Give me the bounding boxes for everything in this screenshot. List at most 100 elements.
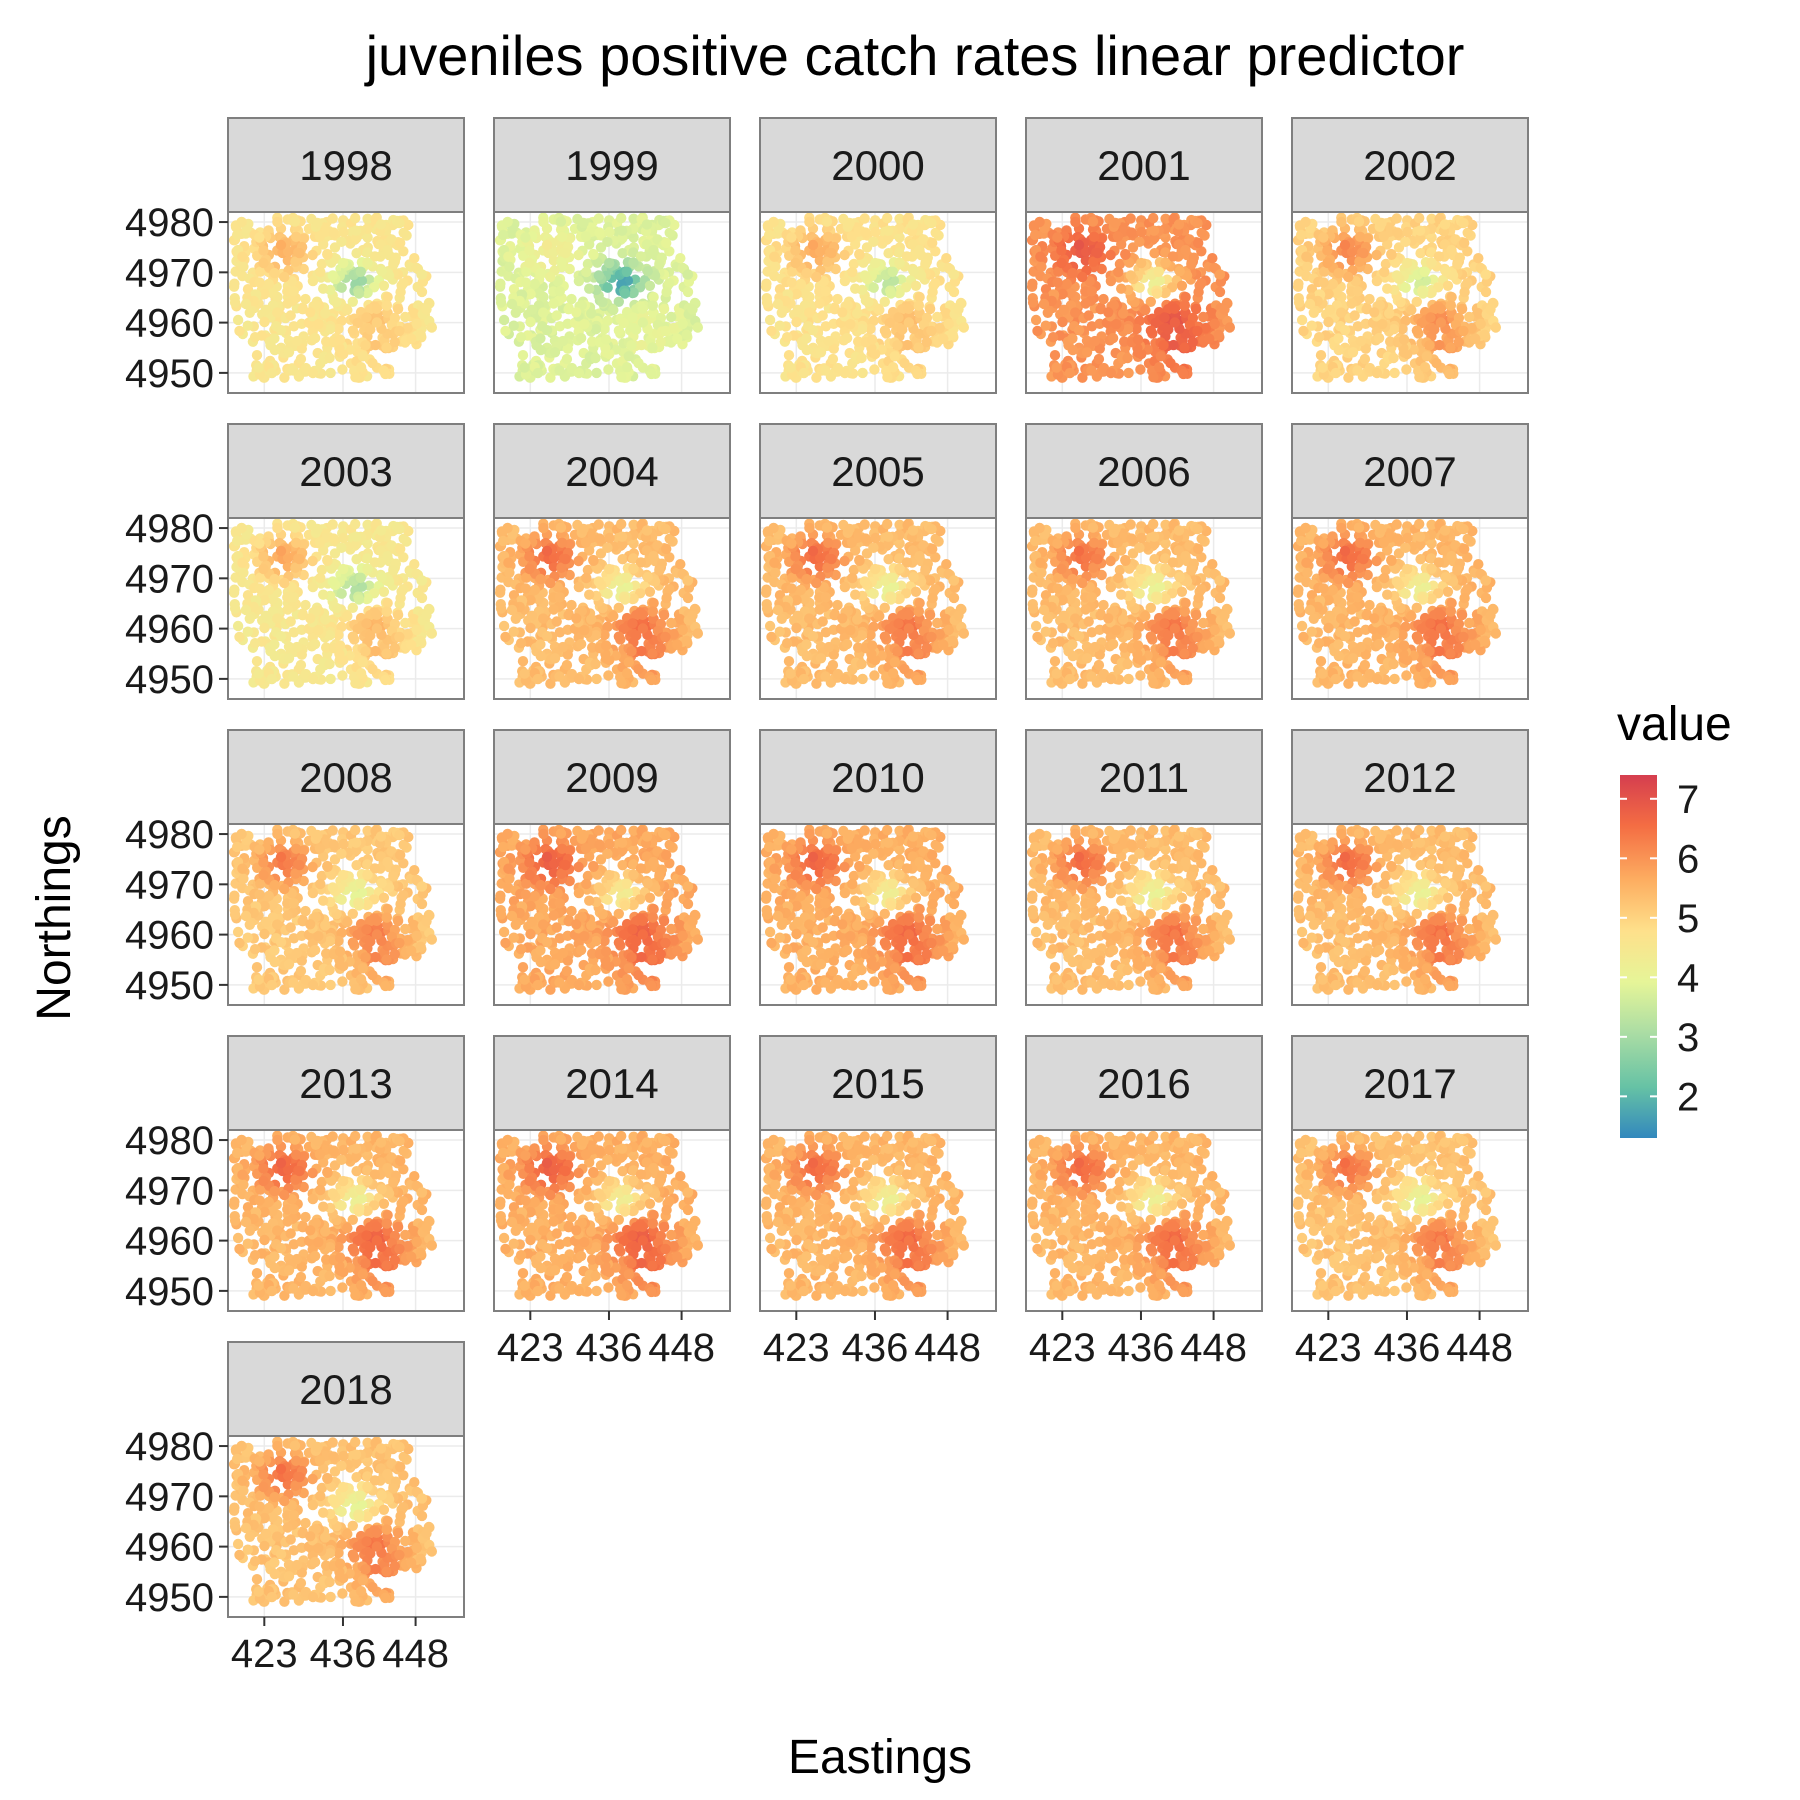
data-point <box>921 336 932 348</box>
data-point <box>1116 283 1127 294</box>
data-point <box>1088 231 1100 242</box>
data-point <box>795 278 806 290</box>
data-point <box>1425 312 1436 323</box>
data-point <box>790 257 801 269</box>
data-point <box>498 229 509 241</box>
data-point <box>815 347 827 358</box>
data-point <box>242 626 253 637</box>
data-point <box>1293 278 1304 289</box>
data-point <box>783 350 795 361</box>
data-point <box>798 673 810 685</box>
data-point <box>525 316 536 328</box>
data-point <box>882 518 893 530</box>
data-point <box>381 342 392 353</box>
data-point <box>1178 368 1189 380</box>
data-point <box>868 282 879 293</box>
data-point <box>295 353 307 365</box>
data-point <box>621 266 632 277</box>
data-point <box>1369 307 1380 318</box>
data-point <box>258 245 269 256</box>
data-point <box>1073 325 1085 336</box>
data-point <box>821 216 833 227</box>
data-point <box>538 216 549 228</box>
data-point <box>868 236 879 247</box>
data-point <box>258 551 269 562</box>
data-point <box>307 275 319 287</box>
data-point <box>1373 332 1385 344</box>
data-point <box>938 639 949 650</box>
data-point <box>313 625 324 636</box>
data-point <box>846 537 858 548</box>
data-point <box>1464 311 1475 323</box>
data-point <box>661 286 672 298</box>
data-point <box>774 320 785 331</box>
data-point <box>506 604 518 616</box>
data-point <box>920 259 931 270</box>
data-point <box>309 332 321 344</box>
data-point <box>290 256 301 267</box>
data-point <box>1378 231 1390 242</box>
data-point <box>370 339 381 351</box>
data-point <box>914 550 925 562</box>
data-point <box>774 626 785 637</box>
facet-strip <box>227 117 465 213</box>
data-point <box>406 639 417 650</box>
data-point <box>421 610 432 621</box>
data-point <box>249 638 261 649</box>
data-point <box>1479 329 1490 340</box>
data-point <box>1193 286 1204 298</box>
data-point <box>845 625 856 636</box>
data-point <box>666 311 677 323</box>
data-point <box>360 646 371 657</box>
data-point <box>529 584 540 596</box>
data-point <box>844 523 855 535</box>
y-tick-label: 4970 <box>125 557 214 601</box>
data-point <box>801 574 812 585</box>
data-point <box>576 300 587 311</box>
data-point <box>325 367 336 379</box>
data-point <box>285 310 296 321</box>
data-point <box>637 609 648 620</box>
data-point <box>1151 288 1163 299</box>
data-point <box>927 286 938 298</box>
data-point <box>236 216 247 228</box>
data-point <box>832 293 843 305</box>
data-point <box>811 577 822 589</box>
data-point <box>388 259 399 270</box>
data-point <box>1392 227 1403 238</box>
data-point <box>578 523 589 535</box>
data-point <box>857 367 868 379</box>
data-point <box>263 278 274 290</box>
data-point <box>1052 277 1063 288</box>
data-point <box>869 670 880 681</box>
data-point <box>336 542 347 553</box>
data-point <box>903 609 914 620</box>
data-point <box>770 567 781 578</box>
data-point <box>524 551 535 562</box>
data-point <box>1110 217 1121 229</box>
data-point <box>621 668 633 679</box>
data-point <box>814 604 825 615</box>
data-point <box>254 232 265 243</box>
data-point <box>682 592 694 604</box>
data-point <box>781 638 793 649</box>
facet-2001: 2001 <box>1025 117 1263 394</box>
data-point <box>551 310 562 321</box>
data-point <box>626 340 637 351</box>
data-point <box>658 609 670 621</box>
data-point <box>879 631 891 642</box>
facet-2006: 2006 <box>1025 423 1263 700</box>
data-point <box>619 288 631 299</box>
data-point <box>859 270 870 281</box>
data-point <box>1176 280 1188 291</box>
data-point <box>288 592 299 603</box>
data-point <box>1149 248 1160 259</box>
data-point <box>1480 286 1492 298</box>
data-point <box>820 671 831 682</box>
data-point <box>229 278 240 289</box>
data-point <box>541 239 553 251</box>
data-point <box>883 248 894 259</box>
facet-label: 2001 <box>1097 142 1190 189</box>
